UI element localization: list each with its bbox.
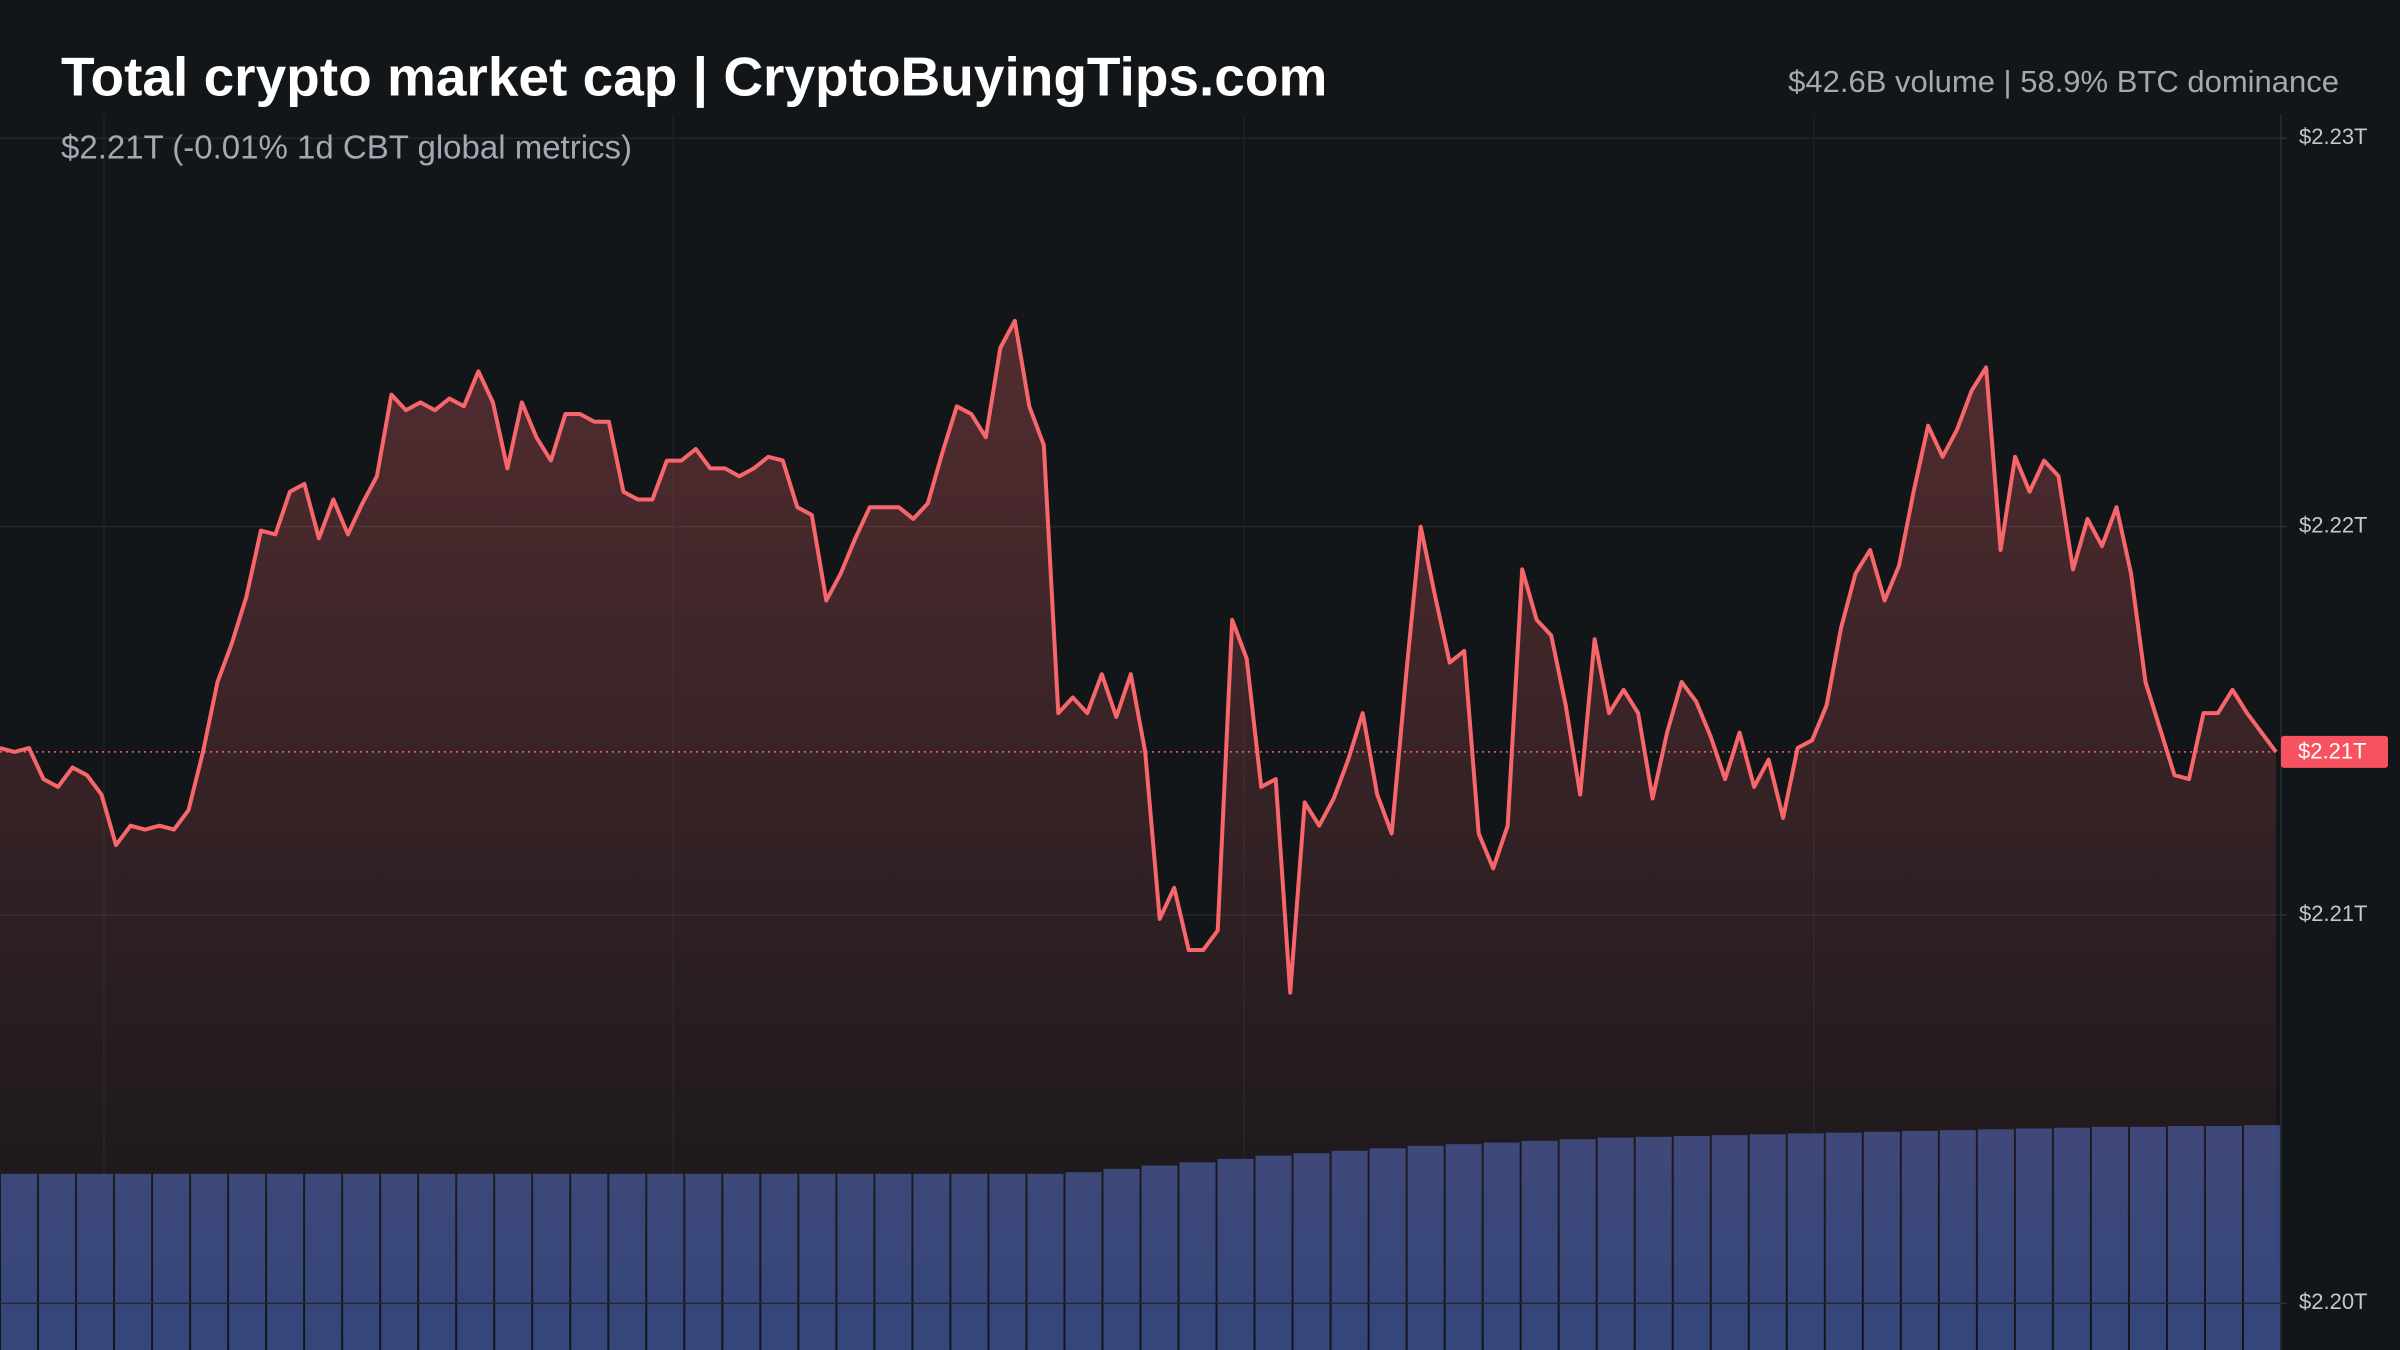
y-tick-label: $2.22T (2299, 512, 2368, 537)
last-price-box (2281, 735, 2388, 768)
y-axis: $2.23T $2.22T $2.21T $2.20T $2.21T (2281, 124, 2388, 1314)
y-tick-label: $2.20T (2299, 1289, 2368, 1314)
y-tick-label: $2.23T (2299, 124, 2368, 149)
y-tick-label: $2.21T (2299, 901, 2368, 926)
chart-title: Total crypto market cap | CryptoBuyingTi… (61, 46, 1327, 109)
last-price-label: $2.21T (2298, 739, 2367, 764)
market-stats: $42.6B volume | 58.9% BTC dominance (1788, 64, 2339, 99)
area-fill (0, 320, 2276, 1350)
plot (0, 318, 2281, 1350)
chart-subtitle: $2.21T (-0.01% 1d CBT global metrics) (61, 129, 632, 166)
price-line (0, 318, 2278, 995)
